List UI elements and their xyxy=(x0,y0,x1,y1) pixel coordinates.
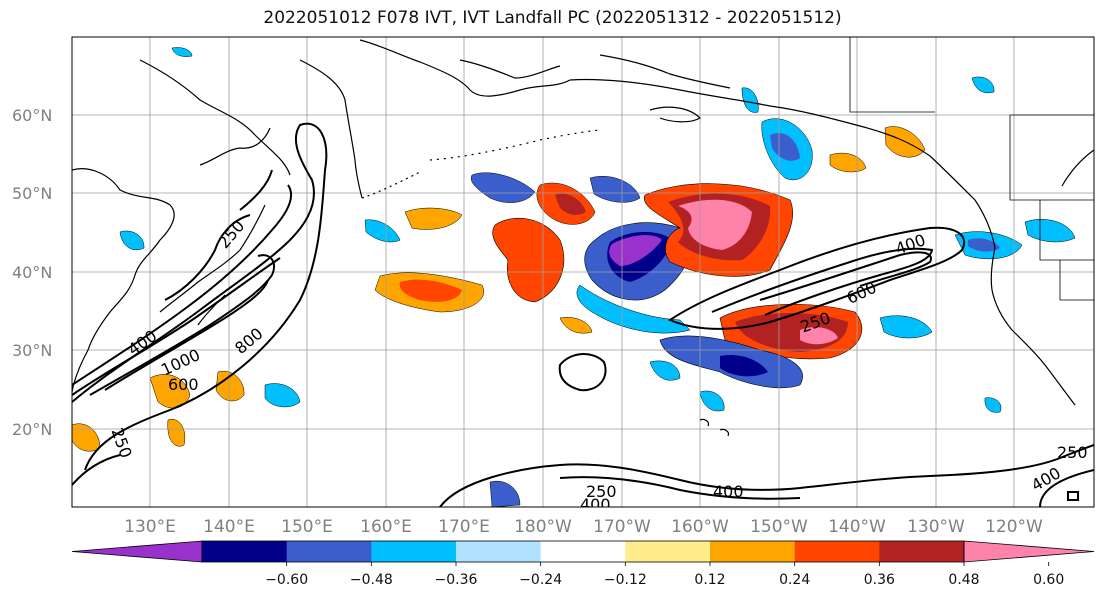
colorbar-tick-label: −0.24 xyxy=(519,572,562,588)
lat-label: 40°N xyxy=(12,263,52,282)
coastlines xyxy=(72,39,1094,437)
political-borders xyxy=(849,37,1094,301)
pc-shading xyxy=(72,47,1076,507)
contour-label: 400 xyxy=(713,482,744,501)
map-title: 2022051012 F078 IVT, IVT Landfall PC (20… xyxy=(263,8,842,28)
colorbar-tick-label: −0.12 xyxy=(604,572,647,588)
lon-label: 120°W xyxy=(985,517,1043,537)
colorbar-segment xyxy=(879,541,965,562)
lat-label: 60°N xyxy=(12,106,52,125)
colorbar-frame xyxy=(201,540,965,563)
lon-label: 140°E xyxy=(203,517,255,537)
lon-label: 170°W xyxy=(593,517,651,537)
colorbar-tick-label: 0.12 xyxy=(694,572,725,588)
colorbar: −0.60 −0.48 −0.36 −0.24 −0.12 0.12 0.24 0.36 0.4… xyxy=(71,540,1095,588)
colorbar-tick-label: −0.36 xyxy=(435,572,478,588)
colorbar-segment xyxy=(710,541,796,562)
lon-label: 140°W xyxy=(828,517,886,537)
lat-label: 30°N xyxy=(12,341,52,360)
longitude-labels: 130°E 140°E 150°E 160°E 170°E 180°W 170°… xyxy=(124,517,1043,537)
colorbar-tick-label: −0.60 xyxy=(265,572,308,588)
colorbar-segment xyxy=(794,541,880,562)
colorbar-segment xyxy=(371,541,457,562)
colorbar-segment xyxy=(202,541,288,562)
lon-label: 150°E xyxy=(281,517,333,537)
colorbar-tick-label: 0.36 xyxy=(864,572,895,588)
colorbar-segment xyxy=(286,541,372,562)
lat-label: 20°N xyxy=(12,420,52,439)
colorbar-tick-label: 0.60 xyxy=(1033,572,1064,588)
colorbar-tick-label: −0.48 xyxy=(350,572,393,588)
contour-label: 400 xyxy=(580,495,611,514)
lat-label: 50°N xyxy=(12,184,52,203)
colorbar-tick-label: 0.24 xyxy=(779,572,810,588)
colorbar-extend-min xyxy=(71,540,203,563)
lon-label: 130°W xyxy=(907,517,965,537)
colorbar-segment xyxy=(456,541,542,562)
lon-label: 170°E xyxy=(438,517,490,537)
map-panel: 250 400 600 800 1000 400 600 250 250 400… xyxy=(71,36,1095,514)
colorbar-tick-label: 0.48 xyxy=(948,572,979,588)
contour-label: 250 xyxy=(586,482,617,501)
contour-label: 250 xyxy=(1057,443,1088,462)
lon-label: 150°W xyxy=(750,517,808,537)
lon-label: 160°E xyxy=(360,517,412,537)
colorbar-segment xyxy=(540,541,626,562)
colorbar-segment xyxy=(625,541,711,562)
lon-label: 130°E xyxy=(124,517,176,537)
ivt-contours xyxy=(72,122,1094,507)
lon-label: 180°W xyxy=(514,517,572,537)
graticule xyxy=(72,37,1094,507)
map-frame xyxy=(71,36,1095,508)
lon-label: 160°W xyxy=(671,517,729,537)
colorbar-extend-max xyxy=(963,540,1095,563)
contour-label: 600 xyxy=(168,375,199,394)
latitude-labels: 60°N 50°N 40°N 30°N 20°N xyxy=(12,106,52,439)
